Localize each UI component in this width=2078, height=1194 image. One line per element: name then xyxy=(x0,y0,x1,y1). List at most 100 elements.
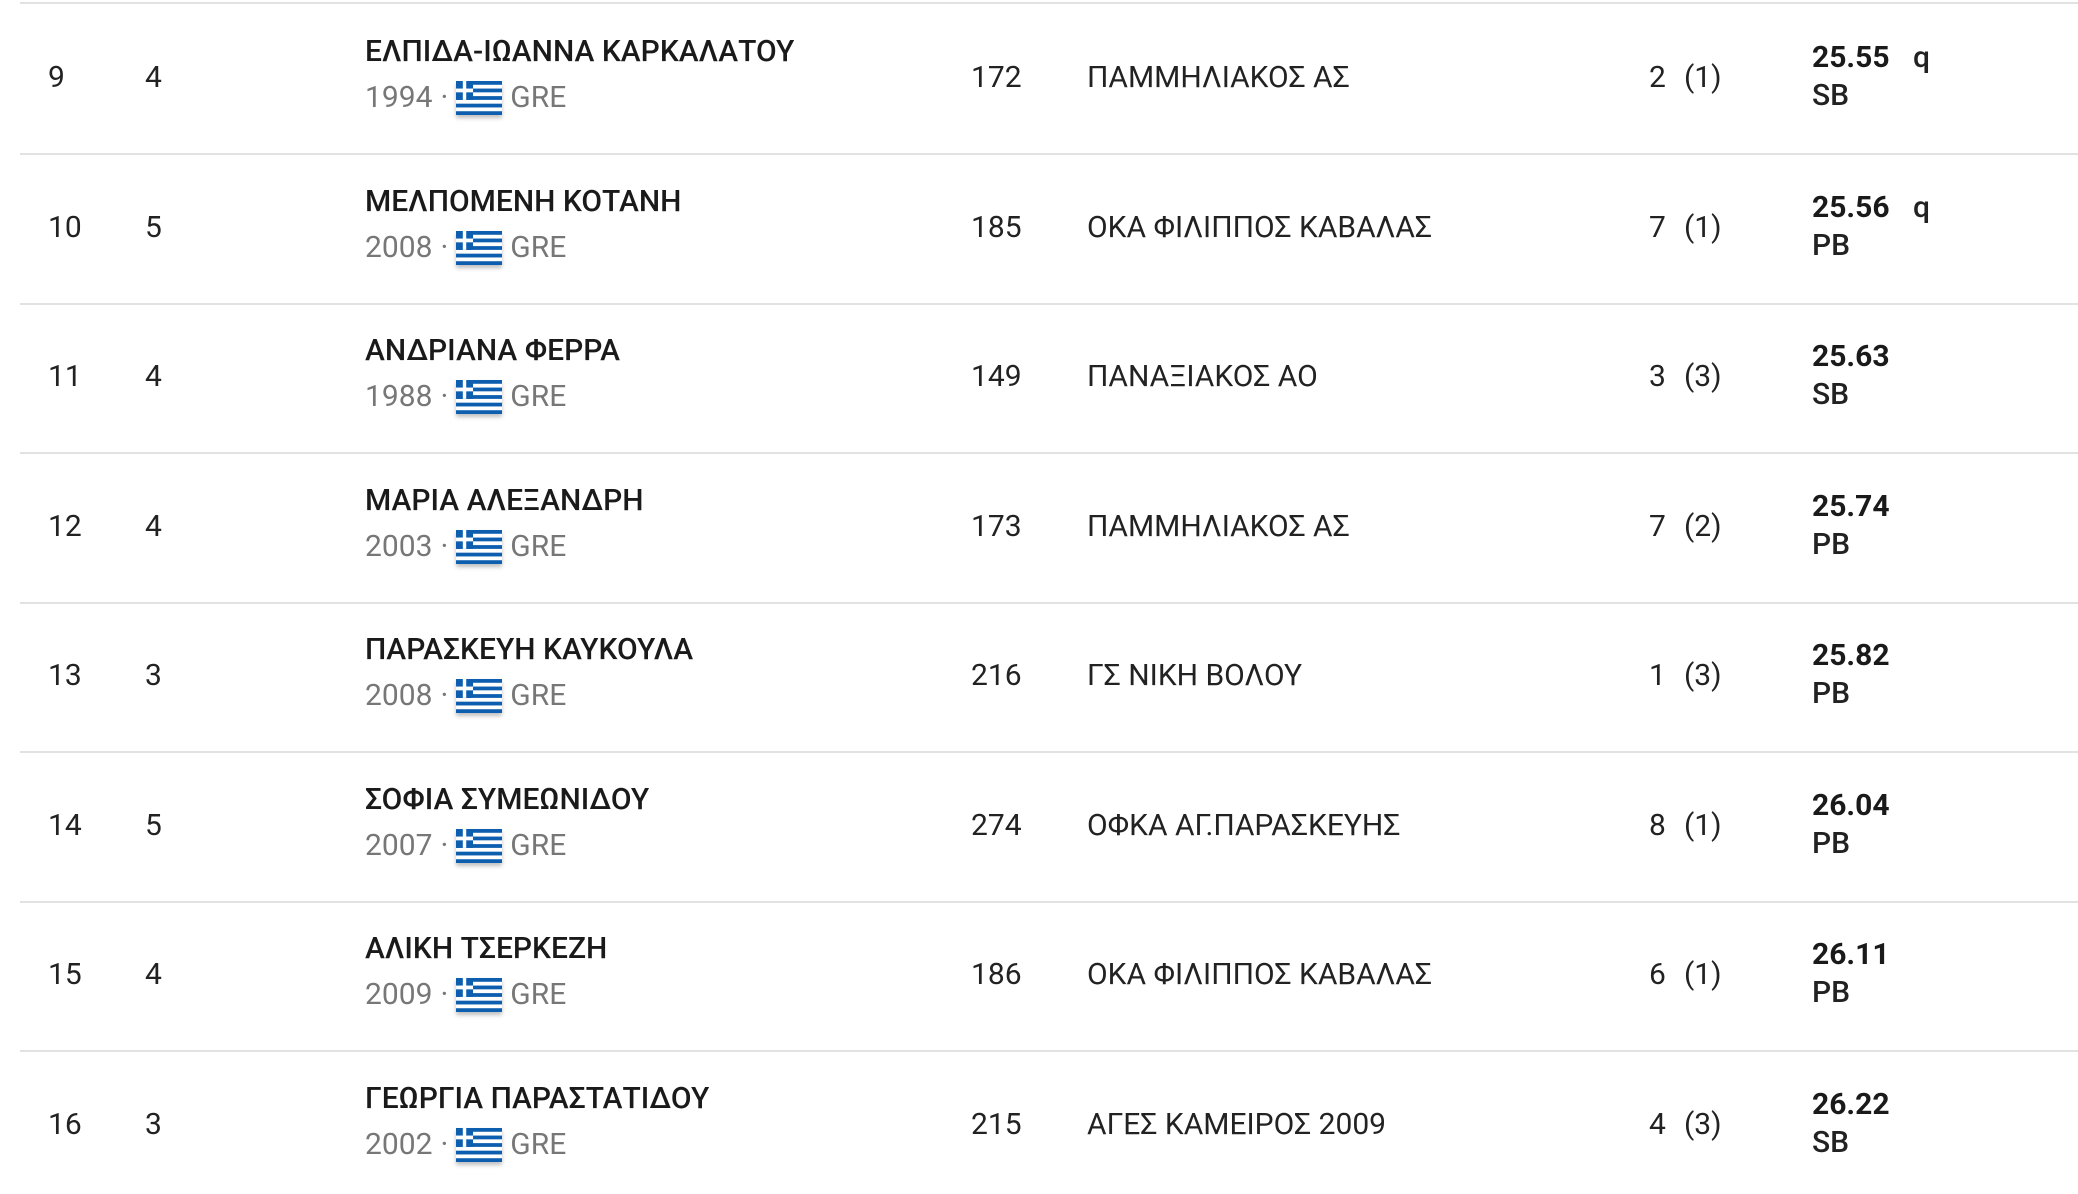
rank: 13 xyxy=(48,658,82,693)
heat-place: (3) xyxy=(1684,359,1722,394)
country: GRE xyxy=(510,80,567,115)
rank: 14 xyxy=(48,807,82,843)
result-time: 26.11 xyxy=(1812,937,1890,972)
heat-place: (1) xyxy=(1684,957,1722,992)
heat: 4 xyxy=(145,359,162,394)
separator: · xyxy=(440,827,449,863)
athlete-info: 2003 · GRE xyxy=(365,529,566,565)
flag-icon xyxy=(456,1127,503,1162)
record-mark: SB xyxy=(1812,1124,1850,1160)
club: ΟΚΑ ΦΙΛΙΠΠΟΣ ΚΑΒΑΛΑΣ xyxy=(1087,957,1433,992)
birth-year: 2007 xyxy=(365,827,433,863)
separator: · xyxy=(440,528,449,564)
record-mark: PB xyxy=(1812,975,1851,1010)
record-mark: PB xyxy=(1812,227,1851,263)
athlete-info: 2002 · GRE xyxy=(365,1127,566,1163)
record-mark: PB xyxy=(1812,526,1851,562)
athlete-info: 1988 · GRE xyxy=(365,379,566,415)
heat-place: (2) xyxy=(1684,508,1722,544)
athlete-name: ΑΝΔΡΙΑΝΑ ΦΕΡΡΑ xyxy=(365,333,621,368)
rank: 11 xyxy=(48,359,82,394)
separator: · xyxy=(440,678,449,713)
separator: · xyxy=(440,80,449,115)
top-border xyxy=(20,2,2078,4)
result-time: 25.74 xyxy=(1812,488,1890,524)
country: GRE xyxy=(510,379,567,414)
lane: 7 xyxy=(1649,209,1666,245)
athlete-name: ΑΛΙΚΗ ΤΣΕΡΚΕΖΗ xyxy=(365,931,608,966)
club: ΠΑΜΜΗΛΙΑΚΟΣ ΑΣ xyxy=(1087,60,1350,95)
heat: 3 xyxy=(145,1106,162,1142)
country: GRE xyxy=(510,827,567,863)
result-time: 26.22 xyxy=(1812,1086,1890,1122)
country: GRE xyxy=(510,678,567,713)
result-row: 11 4 ΑΝΔΡΙΑΝΑ ΦΕΡΡΑ 1988 · GRE 149 ΠΑΝΑΞΙΑΚΟΣ Α… xyxy=(20,303,2078,454)
heat-place: (1) xyxy=(1684,209,1722,245)
country: GRE xyxy=(510,977,567,1012)
bib: 274 xyxy=(971,807,1022,843)
birth-year: 2003 xyxy=(365,528,433,564)
separator: · xyxy=(440,379,449,414)
lane: 1 xyxy=(1649,658,1666,693)
record-mark: PB xyxy=(1812,825,1851,861)
result-row: 16 3 ΓΕΩΡΓΙΑ ΠΑΡΑΣΤΑΤΙΔΟΥ 2002 · GRE 215 ΑΓΕΣ Κ… xyxy=(20,1051,2078,1194)
separator: · xyxy=(440,1126,449,1162)
record-mark: SB xyxy=(1812,78,1850,113)
club: ΟΦΚΑ ΑΓ.ΠΑΡΑΣΚΕΥΗΣ xyxy=(1087,807,1401,843)
athlete-info: 2008 · GRE xyxy=(365,230,566,266)
athlete-name: ΜΑΡΙΑ ΑΛΕΞΑΝΔΡΗ xyxy=(365,482,644,518)
heat-place: (1) xyxy=(1684,60,1722,95)
birth-year: 2008 xyxy=(365,229,433,265)
bib: 173 xyxy=(971,508,1022,544)
result-time: 25.82 xyxy=(1812,638,1890,673)
lane: 4 xyxy=(1649,1106,1666,1142)
bib: 172 xyxy=(971,60,1022,95)
birth-year: 2002 xyxy=(365,1126,433,1162)
heat: 4 xyxy=(145,957,162,992)
lane: 2 xyxy=(1649,60,1666,95)
athlete-name: ΓΕΩΡΓΙΑ ΠΑΡΑΣΤΑΤΙΔΟΥ xyxy=(365,1080,710,1116)
athlete-info: 1994 · GRE xyxy=(365,80,566,116)
result-row: 15 4 ΑΛΙΚΗ ΤΣΕΡΚΕΖΗ 2009 · GRE 186 ΟΚΑ ΦΙΛΙΠΠΟΣ… xyxy=(20,901,2078,1052)
rank: 9 xyxy=(48,60,65,95)
club: ΟΚΑ ΦΙΛΙΠΠΟΣ ΚΑΒΑΛΑΣ xyxy=(1087,209,1433,245)
birth-year: 1988 xyxy=(365,379,433,414)
result-row: 10 5 ΜΕΛΠΟΜΕΝΗ ΚΟΤΑΝΗ 2008 · GRE 185 ΟΚΑ ΦΙΛΙΠΠ… xyxy=(20,154,2078,305)
birth-year: 2008 xyxy=(365,678,433,713)
flag-icon xyxy=(456,529,503,564)
club: ΠΑΝΑΞΙΑΚΟΣ ΑΟ xyxy=(1087,359,1318,394)
result-row: 13 3 ΠΑΡΑΣΚΕΥΗ ΚΑΥΚΟΥΛΑ 2008 · GRE 216 ΓΣ ΝΙΚΗ … xyxy=(20,602,2078,753)
athlete-name: ΜΕΛΠΟΜΕΝΗ ΚΟΤΑΝΗ xyxy=(365,183,682,219)
country: GRE xyxy=(510,1126,567,1162)
result-row: 9 4 ΕΛΠΙΔΑ-ΙΩΑΝΝΑ ΚΑΡΚΑΛΑΤΟΥ 1994 · GRE 172 ΠΑΜ… xyxy=(20,4,2078,155)
athlete-name: ΕΛΠΙΔΑ-ΙΩΑΝΝΑ ΚΑΡΚΑΛΑΤΟΥ xyxy=(365,34,795,69)
club: ΠΑΜΜΗΛΙΑΚΟΣ ΑΣ xyxy=(1087,508,1350,544)
club: ΑΓΕΣ ΚΑΜΕΙΡΟΣ 2009 xyxy=(1087,1106,1387,1142)
rank: 15 xyxy=(48,957,82,992)
qualifier: q xyxy=(1913,40,1930,75)
bib: 186 xyxy=(971,957,1022,992)
country: GRE xyxy=(510,229,567,265)
bib: 185 xyxy=(971,209,1022,245)
record-mark: PB xyxy=(1812,676,1851,711)
lane: 7 xyxy=(1649,508,1666,544)
athlete-name: ΣΟΦΙΑ ΣΥΜΕΩΝΙΔΟΥ xyxy=(365,781,650,817)
lane: 3 xyxy=(1649,359,1666,394)
flag-icon xyxy=(456,380,503,414)
result-time: 26.04 xyxy=(1812,787,1890,823)
lane: 8 xyxy=(1649,807,1666,843)
rank: 16 xyxy=(48,1106,82,1142)
flag-icon xyxy=(456,679,503,713)
heat-place: (1) xyxy=(1684,807,1722,843)
result-row: 14 5 ΣΟΦΙΑ ΣΥΜΕΩΝΙΔΟΥ 2007 · GRE 274 ΟΦΚΑ ΑΓ.ΠΑ… xyxy=(20,752,2078,903)
result-time: 25.63 xyxy=(1812,339,1890,374)
heat: 4 xyxy=(145,508,162,544)
flag-icon xyxy=(456,828,503,863)
heat: 4 xyxy=(145,60,162,95)
birth-year: 2009 xyxy=(365,977,433,1012)
athlete-name: ΠΑΡΑΣΚΕΥΗ ΚΑΥΚΟΥΛΑ xyxy=(365,632,694,667)
bib: 215 xyxy=(971,1106,1022,1142)
separator: · xyxy=(440,229,449,265)
separator: · xyxy=(440,977,449,1012)
